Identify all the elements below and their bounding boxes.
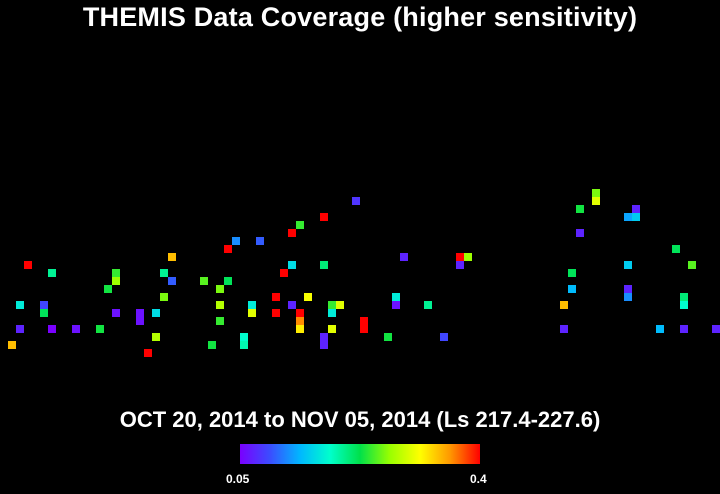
coverage-cell bbox=[272, 309, 280, 317]
coverage-cell bbox=[592, 197, 600, 205]
coverage-cell bbox=[40, 301, 48, 309]
coverage-cell bbox=[392, 301, 400, 309]
coverage-cell bbox=[296, 221, 304, 229]
coverage-cell bbox=[560, 325, 568, 333]
colorbar bbox=[240, 444, 480, 464]
coverage-cell bbox=[272, 293, 280, 301]
coverage-cell bbox=[456, 261, 464, 269]
coverage-cell bbox=[320, 333, 328, 341]
coverage-cell bbox=[168, 277, 176, 285]
colorbar-min-label: 0.05 bbox=[226, 472, 250, 486]
coverage-cell bbox=[112, 277, 120, 285]
coverage-cell bbox=[152, 333, 160, 341]
coverage-cell bbox=[288, 261, 296, 269]
coverage-cell bbox=[328, 301, 336, 309]
coverage-cell bbox=[112, 269, 120, 277]
coverage-cell bbox=[712, 325, 720, 333]
coverage-cell bbox=[392, 293, 400, 301]
coverage-cell bbox=[248, 309, 256, 317]
coverage-cell bbox=[200, 277, 208, 285]
coverage-cell bbox=[360, 317, 368, 325]
coverage-cell bbox=[24, 261, 32, 269]
coverage-cell bbox=[296, 309, 304, 317]
coverage-cell bbox=[320, 213, 328, 221]
coverage-cell bbox=[656, 325, 664, 333]
coverage-cell bbox=[160, 293, 168, 301]
coverage-cell bbox=[104, 285, 112, 293]
coverage-cell bbox=[304, 293, 312, 301]
coverage-cell bbox=[288, 229, 296, 237]
coverage-cell bbox=[568, 269, 576, 277]
coverage-cell bbox=[216, 301, 224, 309]
coverage-cell bbox=[232, 237, 240, 245]
coverage-cell bbox=[72, 325, 80, 333]
coverage-cell bbox=[632, 213, 640, 221]
coverage-cell bbox=[328, 325, 336, 333]
coverage-cell bbox=[680, 301, 688, 309]
coverage-cell bbox=[112, 309, 120, 317]
coverage-cell bbox=[328, 309, 336, 317]
coverage-cell bbox=[280, 269, 288, 277]
coverage-cell bbox=[8, 341, 16, 349]
coverage-cell bbox=[424, 301, 432, 309]
coverage-cell bbox=[680, 293, 688, 301]
coverage-cell bbox=[216, 285, 224, 293]
coverage-cell bbox=[168, 253, 176, 261]
coverage-cell bbox=[576, 229, 584, 237]
coverage-cell bbox=[288, 301, 296, 309]
coverage-cell bbox=[672, 245, 680, 253]
coverage-cell bbox=[576, 205, 584, 213]
coverage-cell bbox=[624, 285, 632, 293]
coverage-cell bbox=[624, 293, 632, 301]
coverage-cell bbox=[384, 333, 392, 341]
chart-title: THEMIS Data Coverage (higher sensitivity… bbox=[82, 2, 638, 32]
coverage-cell bbox=[592, 189, 600, 197]
coverage-cell bbox=[48, 325, 56, 333]
coverage-cell bbox=[136, 309, 144, 317]
coverage-cell bbox=[632, 205, 640, 213]
coverage-cell bbox=[152, 309, 160, 317]
coverage-cell bbox=[680, 325, 688, 333]
coverage-cell bbox=[16, 325, 24, 333]
coverage-cell bbox=[464, 253, 472, 261]
coverage-cell bbox=[240, 333, 248, 341]
coverage-cell bbox=[336, 301, 344, 309]
coverage-cell bbox=[560, 301, 568, 309]
coverage-cell bbox=[224, 245, 232, 253]
coverage-cell bbox=[216, 317, 224, 325]
coverage-cell bbox=[360, 325, 368, 333]
coverage-cell bbox=[40, 309, 48, 317]
coverage-cell bbox=[224, 277, 232, 285]
coverage-cell bbox=[352, 197, 360, 205]
coverage-cell bbox=[400, 253, 408, 261]
date-range-label: OCT 20, 2014 to NOV 05, 2014 (Ls 217.4-2… bbox=[119, 407, 601, 432]
coverage-cell bbox=[96, 325, 104, 333]
coverage-cell bbox=[160, 269, 168, 277]
coverage-cell bbox=[624, 213, 632, 221]
coverage-cell bbox=[136, 317, 144, 325]
coverage-cell bbox=[688, 261, 696, 269]
coverage-cell bbox=[240, 341, 248, 349]
coverage-cell bbox=[320, 261, 328, 269]
coverage-cell bbox=[440, 333, 448, 341]
coverage-cell bbox=[568, 285, 576, 293]
coverage-cell bbox=[48, 269, 56, 277]
coverage-cell bbox=[256, 237, 264, 245]
coverage-cell bbox=[16, 301, 24, 309]
coverage-cell bbox=[296, 317, 304, 325]
coverage-cell bbox=[296, 325, 304, 333]
coverage-cell bbox=[456, 253, 464, 261]
coverage-cell bbox=[144, 349, 152, 357]
colorbar-max-label: 0.4 bbox=[470, 472, 487, 486]
coverage-cell bbox=[208, 341, 216, 349]
coverage-cell bbox=[248, 301, 256, 309]
coverage-cell bbox=[320, 341, 328, 349]
coverage-cell bbox=[624, 261, 632, 269]
